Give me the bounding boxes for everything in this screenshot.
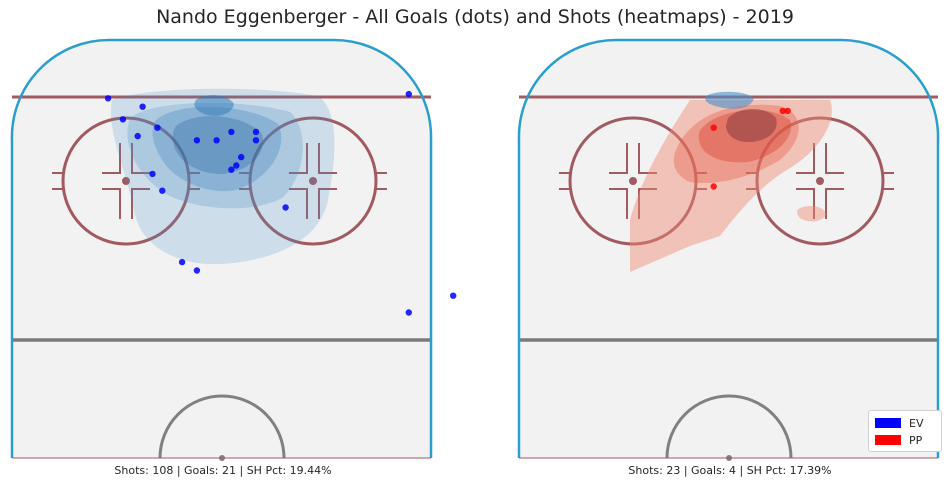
legend-label-pp: PP [909, 433, 923, 447]
ev-goal-dot [228, 166, 235, 173]
ev-goal-dot [228, 128, 235, 136]
ev-goal-dot [149, 170, 156, 178]
ev-goal-dot [134, 132, 141, 140]
pp-rink [517, 38, 940, 463]
ev-goal-dot [252, 137, 260, 144]
pp-shot-heatmap [630, 91, 832, 272]
ev-goal-dot [178, 258, 186, 266]
pp-goal-dot [710, 124, 717, 131]
ev-caption: Shots: 108 | Goals: 21 | SH Pct: 19.44% [114, 464, 332, 477]
chart-title: Nando Eggenberger - All Goals (dots) and… [156, 6, 794, 28]
ev-goal-dot [119, 116, 127, 123]
pp-caption: Shots: 23 | Goals: 4 | SH Pct: 17.39% [628, 464, 832, 477]
ev-goal-dot [193, 137, 201, 144]
ev-goal-dot [282, 204, 289, 211]
ev-goal-dot [450, 292, 457, 299]
ev-goal-dot [104, 95, 112, 102]
pp-goal-dots [710, 107, 791, 190]
ev-goal-dots [104, 90, 457, 316]
ev-goal-dot [405, 309, 412, 316]
legend-swatch-ev [875, 418, 901, 428]
ev-goal-dot [238, 153, 245, 161]
legend: EV PP [868, 410, 942, 452]
ev-shot-heatmap [110, 88, 335, 265]
legend-swatch-pp [875, 435, 901, 445]
pp-goal-dot [784, 107, 791, 115]
ev-rink [10, 38, 457, 463]
pp-goal-dot [779, 107, 786, 115]
pp-goal-dot [710, 183, 717, 190]
ev-goal-dot [252, 128, 260, 136]
ev-goal-dot [233, 162, 240, 169]
ev-goal-dot [154, 124, 161, 131]
legend-item-pp: PP [875, 433, 922, 447]
legend-label-ev: EV [909, 416, 924, 430]
ev-goal-dot [193, 267, 201, 274]
ev-goal-dot [213, 137, 220, 144]
legend-item-ev: EV [875, 416, 923, 430]
ev-goal-dot [405, 90, 412, 98]
ev-goal-dot [159, 187, 166, 194]
ev-goal-dot [139, 103, 146, 110]
